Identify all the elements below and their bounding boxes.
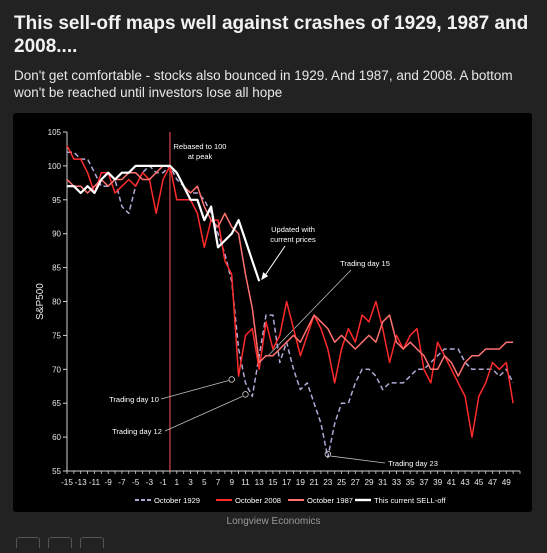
x-tick-label: 15 [268, 478, 278, 487]
legend-label: This current SELL-off [374, 496, 447, 505]
x-tick-label: 23 [323, 478, 333, 487]
y-tick-label: 55 [52, 467, 61, 476]
x-tick-label: 21 [310, 478, 320, 487]
chart-legend: October 1929 October 2008 October 1987 This… [135, 496, 447, 505]
connector-day15 [267, 269, 352, 357]
x-tick-label: 33 [392, 478, 402, 487]
x-tick-label: 31 [378, 478, 388, 487]
x-tick-label: 37 [419, 478, 429, 487]
annotation-day12: Trading day 12 [112, 427, 162, 436]
annotation-updated-line2: current prices [270, 235, 316, 244]
footer-buttons [16, 535, 112, 553]
x-tick-label: 35 [406, 478, 416, 487]
marker-circle [242, 391, 249, 398]
y-tick-label: 90 [52, 230, 61, 239]
chart-source: Longview Economics [226, 516, 321, 527]
legend-label: October 1929 [154, 496, 200, 505]
x-tick-label: 45 [474, 478, 484, 487]
y-tick-label: 100 [48, 162, 62, 171]
x-tick-label: -15 [61, 478, 73, 487]
y-tick-label: 80 [52, 298, 61, 307]
y-tick-label: 75 [52, 331, 61, 340]
legend-label: October 1987 [307, 496, 353, 505]
arrow-updated-head [261, 272, 269, 281]
footer-button[interactable] [80, 537, 104, 548]
chart-container: 55 60 65 70 75 80 85 90 95 100 105 -15 -13 -11 -9 -7 -5-… [13, 113, 532, 512]
x-tick-label: 19 [296, 478, 306, 487]
series-line-3 [67, 164, 261, 282]
connector-day12 [164, 396, 243, 432]
x-tick-label: 29 [364, 478, 374, 487]
page-title: This sell-off maps well against crashes … [14, 13, 529, 57]
page-subtitle: Don't get comfortable - stocks also boun… [14, 68, 513, 100]
annotation-rebased-line1: Rebased to 100 [174, 142, 227, 151]
x-tick-label: -11 [89, 478, 101, 487]
marker-circle [324, 450, 332, 458]
x-tick-label: -13 [75, 478, 87, 487]
x-tick-label: 27 [351, 478, 361, 487]
y-tick-label: 65 [52, 399, 61, 408]
connector-day10 [160, 380, 229, 400]
x-tick-label: -9 [105, 478, 113, 487]
marker-circle [228, 376, 235, 383]
x-tick-label: 1 [175, 478, 180, 487]
x-tick-label: 5 [202, 478, 207, 487]
y-axis-label: S&P500 [35, 283, 46, 320]
annotation-rebased-line2: at peak [188, 152, 213, 161]
y-tick-label: 60 [52, 433, 61, 442]
footer-button[interactable] [48, 537, 72, 548]
x-tick-label: 3 [188, 478, 193, 487]
y-tick-label: 70 [52, 365, 61, 374]
x-tick-label: 13 [255, 478, 265, 487]
x-tick-label: -5 [132, 478, 140, 487]
y-tick-label: 95 [52, 196, 61, 205]
y-tick-label: 85 [52, 264, 61, 273]
footer-button[interactable] [16, 537, 40, 548]
annotation-updated-line1: Updated with [271, 225, 315, 234]
x-tick-label: 43 [461, 478, 471, 487]
x-tick-label: 39 [433, 478, 443, 487]
x-tick-label: -7 [118, 478, 126, 487]
legend-label: October 2008 [235, 496, 281, 505]
x-tick-label: 47 [488, 478, 498, 487]
article-card: This sell-off maps well against crashes … [13, 13, 532, 548]
series-line-2 [66, 165, 514, 377]
x-tick-label: 49 [502, 478, 512, 487]
y-tick-label: 105 [48, 128, 62, 137]
x-tick-label: 25 [337, 478, 347, 487]
arrow-updated-shaft [262, 245, 286, 279]
x-tick-label: 41 [447, 478, 457, 487]
x-tick-label: 17 [282, 478, 292, 487]
annotation-day23: Trading day 23 [388, 459, 438, 468]
series-line-1 [66, 145, 514, 438]
x-tick-label: 9 [229, 478, 234, 487]
annotation-day15: Trading day 15 [340, 259, 390, 268]
x-tick-label: -3 [146, 478, 154, 487]
connector-day23 [330, 455, 386, 464]
chart-lines [66, 145, 514, 459]
annotation-day10: Trading day 10 [109, 395, 159, 404]
x-tick-label: -1 [159, 478, 167, 487]
x-tick-label: 7 [216, 478, 221, 487]
series-line-0 [67, 151, 514, 459]
x-tick-label: 11 [241, 478, 250, 487]
